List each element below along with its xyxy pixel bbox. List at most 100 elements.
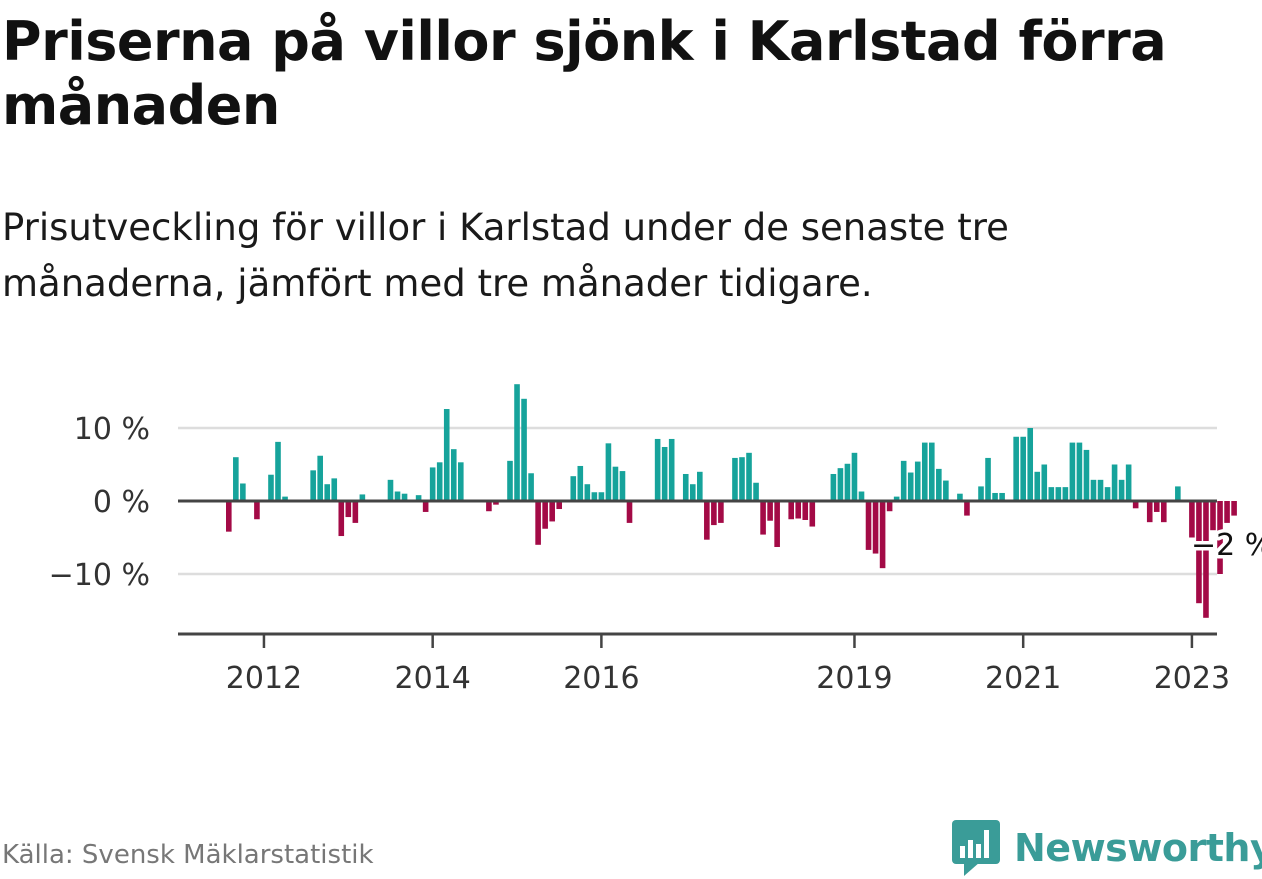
bar (746, 452, 752, 501)
bar (556, 501, 563, 510)
bar (1097, 479, 1104, 501)
bar (893, 496, 900, 501)
bar (718, 501, 724, 523)
bar (914, 461, 921, 501)
bar (872, 501, 879, 554)
bar (732, 457, 738, 501)
bar (331, 478, 338, 501)
bar (1062, 487, 1069, 501)
bar (1132, 501, 1139, 509)
bar (1048, 487, 1055, 501)
bar (514, 384, 520, 501)
bar (345, 501, 352, 518)
bar (837, 468, 844, 501)
bar (1146, 501, 1153, 523)
bar (1027, 428, 1034, 501)
bar (401, 493, 408, 501)
bar (415, 495, 422, 501)
bar (1090, 479, 1097, 501)
bar (697, 471, 703, 501)
bar (985, 457, 991, 501)
bar (486, 501, 492, 512)
bar (507, 460, 513, 501)
y-tick-label: 10 % (74, 412, 150, 447)
bar (577, 465, 584, 501)
bar (1175, 486, 1181, 501)
bar (605, 443, 612, 501)
bar (921, 442, 928, 501)
bar (619, 471, 626, 501)
last-value-label-halo: −2 % (1191, 528, 1262, 563)
bar (830, 473, 837, 501)
bar (436, 462, 443, 501)
x-tick-label: 2012 (226, 661, 302, 696)
bar (689, 484, 696, 501)
bar-chart: 10 % 0 % −10 % 2012 2014 2016 2019 2021 2023 −2… (49, 384, 1262, 696)
bar (1083, 449, 1090, 501)
bar (612, 466, 619, 501)
bar (1160, 501, 1167, 523)
bar (851, 452, 858, 501)
bar (704, 501, 710, 540)
newsworthy-logo-icon (952, 820, 1000, 876)
x-tick-label: 2023 (1154, 661, 1230, 696)
bar (1076, 442, 1083, 501)
source-note: Källa: Svensk Mäklarstatistik (2, 840, 374, 870)
bar (570, 476, 577, 501)
bar (774, 501, 780, 547)
y-axis-ticks: 10 % 0 % −10 % (49, 412, 150, 593)
x-axis-ticks: 2012 2014 2016 2019 2021 2023 (226, 634, 1230, 696)
x-tick-label: 2021 (985, 661, 1061, 696)
bar (338, 501, 345, 537)
bar (1196, 501, 1202, 604)
bar (1231, 501, 1237, 516)
bar (352, 501, 359, 523)
newsworthy-logo[interactable]: Newsworthy (950, 818, 1262, 878)
bar (1125, 464, 1132, 501)
bar (1111, 464, 1118, 501)
bar (865, 501, 872, 550)
bar (240, 483, 246, 501)
bar (598, 492, 605, 501)
y-tick-label: 0 % (93, 485, 150, 520)
bar (767, 501, 773, 521)
bar (1013, 436, 1019, 501)
bar (929, 442, 935, 501)
bar (1153, 501, 1160, 512)
bar (760, 501, 766, 535)
bar (450, 449, 457, 501)
bar (591, 492, 598, 501)
bar (1210, 501, 1216, 531)
bar (535, 501, 541, 545)
bar (668, 438, 675, 501)
bar (992, 492, 998, 501)
bar (359, 494, 366, 501)
bar (282, 496, 288, 501)
bar (542, 501, 548, 529)
bar (661, 446, 668, 501)
bar (978, 486, 984, 501)
x-tick-label: 2016 (563, 661, 639, 696)
bar (858, 491, 865, 501)
bar (317, 455, 323, 501)
chart-subtitle: Prisutveckling för villor i Karlstad und… (2, 206, 1009, 305)
bar (711, 501, 717, 526)
bar (795, 501, 802, 519)
bar (739, 457, 745, 501)
bar (1069, 442, 1076, 501)
bar (226, 501, 232, 532)
bar (943, 480, 949, 501)
bar (999, 492, 1005, 501)
bar (1041, 464, 1048, 501)
bar (907, 472, 914, 501)
bar (957, 493, 963, 501)
bar (788, 501, 794, 520)
bar (1118, 479, 1125, 501)
y-tick-label: −10 % (49, 558, 150, 593)
bars (226, 384, 1237, 618)
bar (457, 462, 464, 501)
bar (493, 501, 499, 505)
bar (275, 441, 281, 501)
x-tick-label: 2019 (816, 661, 892, 696)
bar (809, 501, 816, 527)
